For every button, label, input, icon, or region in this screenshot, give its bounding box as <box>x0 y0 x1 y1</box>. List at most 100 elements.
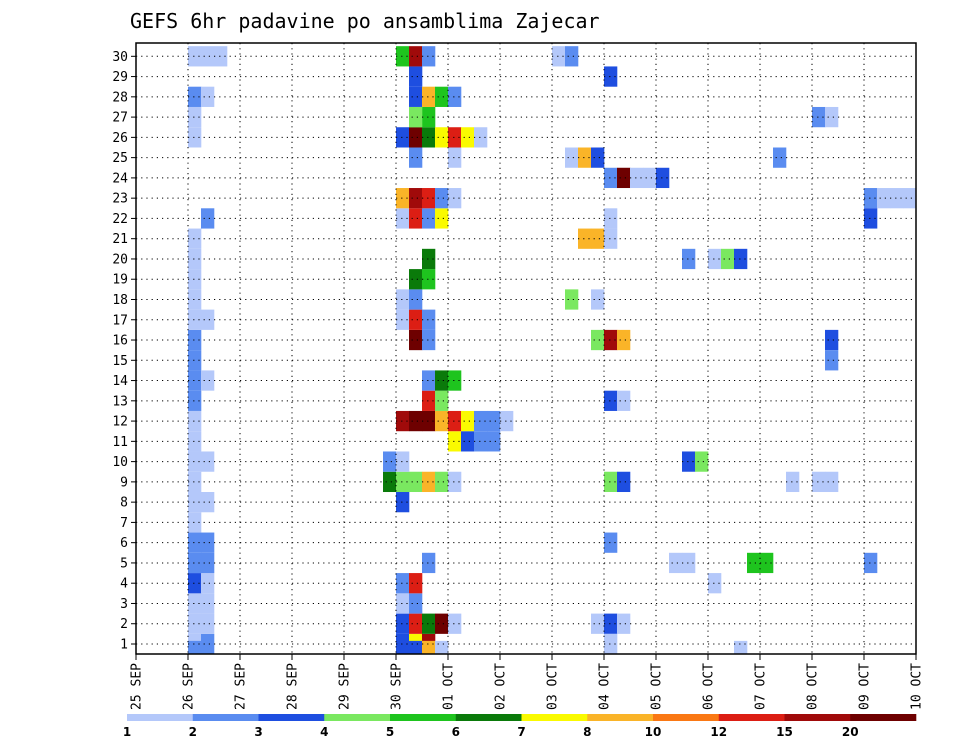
data-cell <box>877 188 891 209</box>
data-cell <box>734 248 748 270</box>
colorbar-label: 7 <box>517 725 525 739</box>
y-tick-label: 4 <box>120 577 128 592</box>
data-cell <box>565 289 579 310</box>
data-cell <box>188 471 202 493</box>
data-cell <box>396 471 410 493</box>
data-cell <box>396 593 410 614</box>
data-cell <box>396 451 410 472</box>
data-cell <box>578 228 592 249</box>
data-cell <box>188 46 202 67</box>
y-tick-label: 20 <box>112 252 128 267</box>
data-cell <box>825 329 839 351</box>
data-cell <box>188 512 202 533</box>
data-cell <box>188 552 202 574</box>
data-cell <box>383 451 397 472</box>
x-axis: 25 SEP 26 SEP 27 SEP 28 SEP 29 SEP 30 SEP 01 O… <box>130 654 925 710</box>
data-cell <box>188 269 202 290</box>
colorbar-swatch <box>127 714 194 721</box>
data-cell <box>682 248 696 270</box>
data-cell <box>201 309 215 330</box>
y-tick-label: 3 <box>120 597 128 612</box>
y-tick-label: 22 <box>112 212 128 227</box>
data-cell <box>188 640 202 654</box>
data-cell <box>448 471 462 493</box>
data-cell <box>617 167 631 189</box>
data-cell <box>656 167 670 189</box>
data-cell <box>812 106 826 128</box>
data-cell <box>188 451 202 472</box>
data-cell <box>422 410 436 432</box>
data-cell <box>825 106 839 128</box>
y-tick-label: 26 <box>112 131 128 146</box>
data-cell <box>188 228 202 249</box>
data-cell <box>435 86 449 107</box>
data-cell <box>422 471 436 493</box>
x-tick-label: 04 OCT <box>598 663 613 710</box>
y-tick-label: 16 <box>112 334 128 349</box>
y-tick-label: 7 <box>120 516 128 531</box>
data-cell <box>734 640 748 654</box>
colorbar-label: 15 <box>776 725 793 739</box>
data-cell <box>591 329 605 351</box>
x-tick-label: 06 OCT <box>702 663 717 710</box>
data-cell <box>396 492 410 513</box>
data-cell <box>422 269 436 290</box>
data-cell <box>591 613 605 634</box>
data-cell <box>201 573 215 594</box>
data-cell <box>214 46 228 67</box>
colorbar-swatch <box>653 714 720 721</box>
data-cell <box>617 329 631 351</box>
x-tick-label: 26 SEP <box>182 663 197 710</box>
data-cell <box>435 127 449 148</box>
data-cell <box>604 66 618 87</box>
data-cell <box>448 613 462 634</box>
data-cell <box>188 431 202 452</box>
data-cell <box>435 208 449 229</box>
data-cell <box>435 390 449 411</box>
data-cell <box>461 431 475 452</box>
x-tick-label: 10 OCT <box>910 663 925 710</box>
colorbar: 1 2 3 4 5 6 7 8 10 12 15 20 <box>123 714 917 739</box>
y-tick-label: 9 <box>120 475 128 490</box>
data-cell <box>422 613 436 634</box>
colorbar-label: 1 <box>123 725 131 739</box>
x-tick-label: 09 OCT <box>858 663 873 710</box>
y-tick-label: 21 <box>112 232 128 247</box>
data-cell <box>201 86 215 107</box>
data-cell <box>708 573 722 594</box>
colorbar-swatch <box>455 714 522 721</box>
data-cell <box>188 248 202 270</box>
data-cell <box>786 471 800 493</box>
data-cell <box>409 471 423 493</box>
data-cell <box>409 573 423 594</box>
data-cell <box>435 613 449 634</box>
data-cell <box>617 613 631 634</box>
y-tick-label: 11 <box>112 435 128 450</box>
data-cell <box>188 410 202 432</box>
data-cell <box>422 208 436 229</box>
y-tick-label: 14 <box>112 374 128 389</box>
data-cell <box>188 329 202 351</box>
data-cell <box>396 208 410 229</box>
data-cell <box>721 248 735 270</box>
y-tick-label: 1 <box>120 638 128 653</box>
colorbar-label: 10 <box>645 725 662 739</box>
y-tick-label: 15 <box>112 354 128 369</box>
y-tick-label: 2 <box>120 617 128 632</box>
colorbar-label: 5 <box>386 725 394 739</box>
colorbar-swatch <box>324 714 391 721</box>
data-cell <box>409 309 423 330</box>
data-cell <box>682 552 696 574</box>
data-cell <box>422 309 436 330</box>
y-tick-label: 6 <box>120 536 128 551</box>
data-cell <box>448 370 462 391</box>
data-cell <box>422 106 436 128</box>
data-cell <box>396 410 410 432</box>
data-cell <box>864 208 878 229</box>
data-cell <box>422 390 436 411</box>
data-cell <box>188 390 202 411</box>
data-cell <box>630 167 644 189</box>
data-cell <box>604 228 618 249</box>
data-cell <box>396 188 410 209</box>
chart-title: GEFS 6hr padavine po ansamblima Zajecar <box>130 9 600 33</box>
